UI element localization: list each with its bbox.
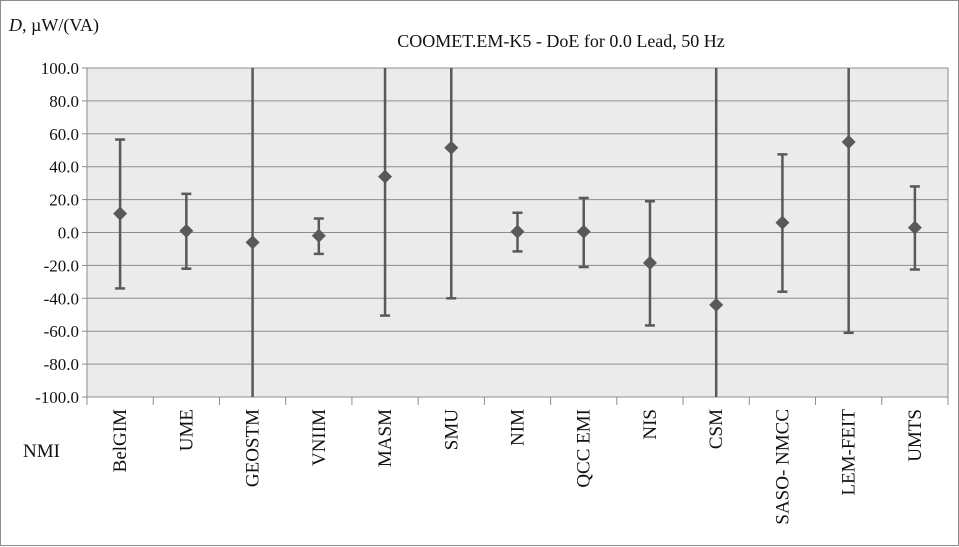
y-tick-label: -100.0: [35, 388, 79, 407]
y-tick-label: -40.0: [44, 289, 79, 308]
y-tick-label: -60.0: [44, 322, 79, 341]
data-point: [311, 228, 326, 243]
x-category-label: LEM-FEIT: [839, 409, 860, 496]
x-category-label: NIS: [640, 409, 661, 440]
data-point: [576, 224, 591, 239]
y-axis-variable: D,: [9, 15, 27, 35]
data-point: [775, 215, 790, 230]
x-category-label: NIM: [508, 409, 529, 446]
x-category-label: UMTS: [905, 409, 926, 462]
x-category-label: QCC EMI: [574, 409, 595, 488]
data-point: [510, 224, 525, 239]
y-tick-label: 40.0: [49, 158, 79, 177]
y-tick-label: 100.0: [41, 59, 79, 78]
y-tick-label: 80.0: [49, 92, 79, 111]
y-axis-unit: µW/(VA): [31, 15, 100, 35]
y-axis-label: D, µW/(VA): [9, 15, 99, 36]
y-tick-label: -20.0: [44, 256, 79, 275]
x-category-label: SASO- NMCC: [772, 409, 793, 525]
data-point: [709, 297, 724, 312]
data-point: [113, 206, 128, 221]
y-tick-label: 20.0: [49, 191, 79, 210]
y-tick-label: 60.0: [49, 125, 79, 144]
x-axis-label: NMI: [23, 441, 60, 462]
x-category-label: UME: [176, 409, 197, 451]
data-point: [642, 255, 657, 270]
data-point: [444, 140, 459, 155]
data-point: [245, 235, 260, 250]
data-point: [907, 220, 922, 235]
y-tick-label: 0.0: [58, 224, 79, 243]
x-category-label: GEOSTM: [243, 409, 264, 487]
data-point: [179, 223, 194, 238]
data-point: [841, 135, 856, 150]
x-category-label: BelGIM: [110, 409, 131, 472]
data-point: [378, 169, 393, 184]
x-category-label: CSM: [706, 409, 727, 449]
x-category-label: SMU: [441, 409, 462, 450]
chart-title: COOMET.EM-K5 - DoE for 0.0 Lead, 50 Hz: [397, 31, 725, 51]
x-category-label: MASM: [375, 409, 396, 467]
y-tick-label: -80.0: [44, 355, 79, 374]
x-category-label: VNIIM: [309, 409, 330, 466]
